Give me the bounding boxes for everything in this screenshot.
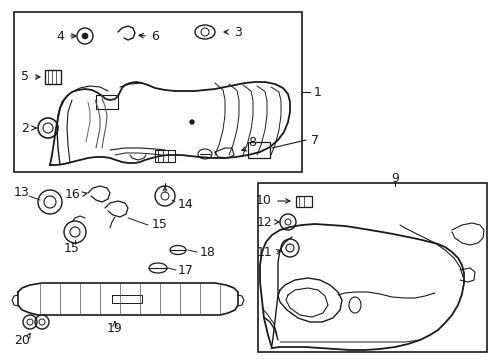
Text: 20: 20: [14, 333, 30, 346]
Bar: [155, 150, 175, 162]
Text: 15: 15: [64, 242, 80, 255]
Text: 14: 14: [178, 198, 193, 211]
Text: 16: 16: [64, 188, 80, 201]
Text: 10: 10: [256, 194, 271, 207]
Bar: [295, 196, 311, 207]
Text: 11: 11: [256, 246, 271, 258]
Circle shape: [82, 33, 88, 39]
Bar: [247, 142, 269, 158]
Text: 1: 1: [313, 85, 321, 99]
Text: 4: 4: [56, 30, 64, 42]
Text: 2: 2: [21, 122, 29, 135]
Text: 12: 12: [256, 216, 271, 229]
Text: 18: 18: [200, 246, 215, 258]
Bar: [258, 183, 486, 352]
Text: 8: 8: [247, 135, 256, 148]
Bar: [112, 295, 142, 303]
Text: 7: 7: [310, 134, 318, 147]
Text: 15: 15: [152, 219, 167, 231]
Text: 5: 5: [21, 71, 29, 84]
Bar: [45, 70, 61, 84]
Circle shape: [190, 120, 194, 124]
Text: 3: 3: [234, 26, 242, 39]
Bar: [96, 95, 118, 109]
Text: 6: 6: [151, 30, 159, 42]
Text: 19: 19: [107, 321, 122, 334]
Bar: [14, 12, 302, 172]
Text: 13: 13: [14, 185, 30, 198]
Text: 9: 9: [390, 171, 398, 184]
Text: 17: 17: [178, 264, 193, 276]
